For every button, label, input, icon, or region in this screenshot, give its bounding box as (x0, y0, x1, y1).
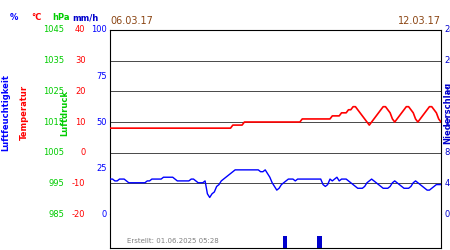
Text: 4: 4 (444, 179, 450, 188)
Text: %: % (9, 14, 18, 22)
Text: 1045: 1045 (43, 26, 64, 35)
Text: °C: °C (31, 14, 41, 22)
Text: 1025: 1025 (43, 87, 64, 96)
Text: 50: 50 (96, 118, 107, 126)
Text: 8: 8 (444, 148, 450, 157)
Text: 06.03.17: 06.03.17 (110, 16, 153, 26)
Text: 995: 995 (48, 179, 64, 188)
Text: hPa: hPa (52, 14, 69, 22)
Text: 75: 75 (96, 72, 107, 80)
Text: 20: 20 (444, 56, 450, 65)
Text: 16: 16 (444, 87, 450, 96)
Text: Niederschlag: Niederschlag (443, 82, 450, 144)
Bar (283, 236, 285, 248)
Text: 1005: 1005 (43, 148, 64, 157)
Text: 25: 25 (96, 164, 107, 172)
Text: -20: -20 (72, 210, 86, 218)
Text: 0: 0 (80, 148, 86, 157)
Text: 20: 20 (75, 87, 86, 96)
Text: 12: 12 (444, 118, 450, 126)
Text: 1035: 1035 (43, 56, 64, 65)
Text: 100: 100 (91, 26, 107, 35)
Bar (320, 236, 322, 248)
Text: Temperatur: Temperatur (20, 85, 29, 140)
Text: 24: 24 (444, 26, 450, 35)
Text: Luftfeuchtigkeit: Luftfeuchtigkeit (1, 74, 10, 151)
Bar (317, 236, 320, 248)
Text: 0: 0 (444, 210, 450, 218)
Text: 10: 10 (75, 118, 86, 126)
Bar (285, 236, 287, 248)
Text: Luftdruck: Luftdruck (61, 90, 70, 136)
Text: mm/h: mm/h (72, 14, 99, 22)
Text: 40: 40 (75, 26, 86, 35)
Text: 30: 30 (75, 56, 86, 65)
Text: 1015: 1015 (43, 118, 64, 126)
Text: 985: 985 (48, 210, 64, 218)
Text: 12.03.17: 12.03.17 (398, 16, 441, 26)
Text: 0: 0 (102, 210, 107, 218)
Text: Erstellt: 01.06.2025 05:28: Erstellt: 01.06.2025 05:28 (127, 238, 219, 244)
Text: -10: -10 (72, 179, 86, 188)
